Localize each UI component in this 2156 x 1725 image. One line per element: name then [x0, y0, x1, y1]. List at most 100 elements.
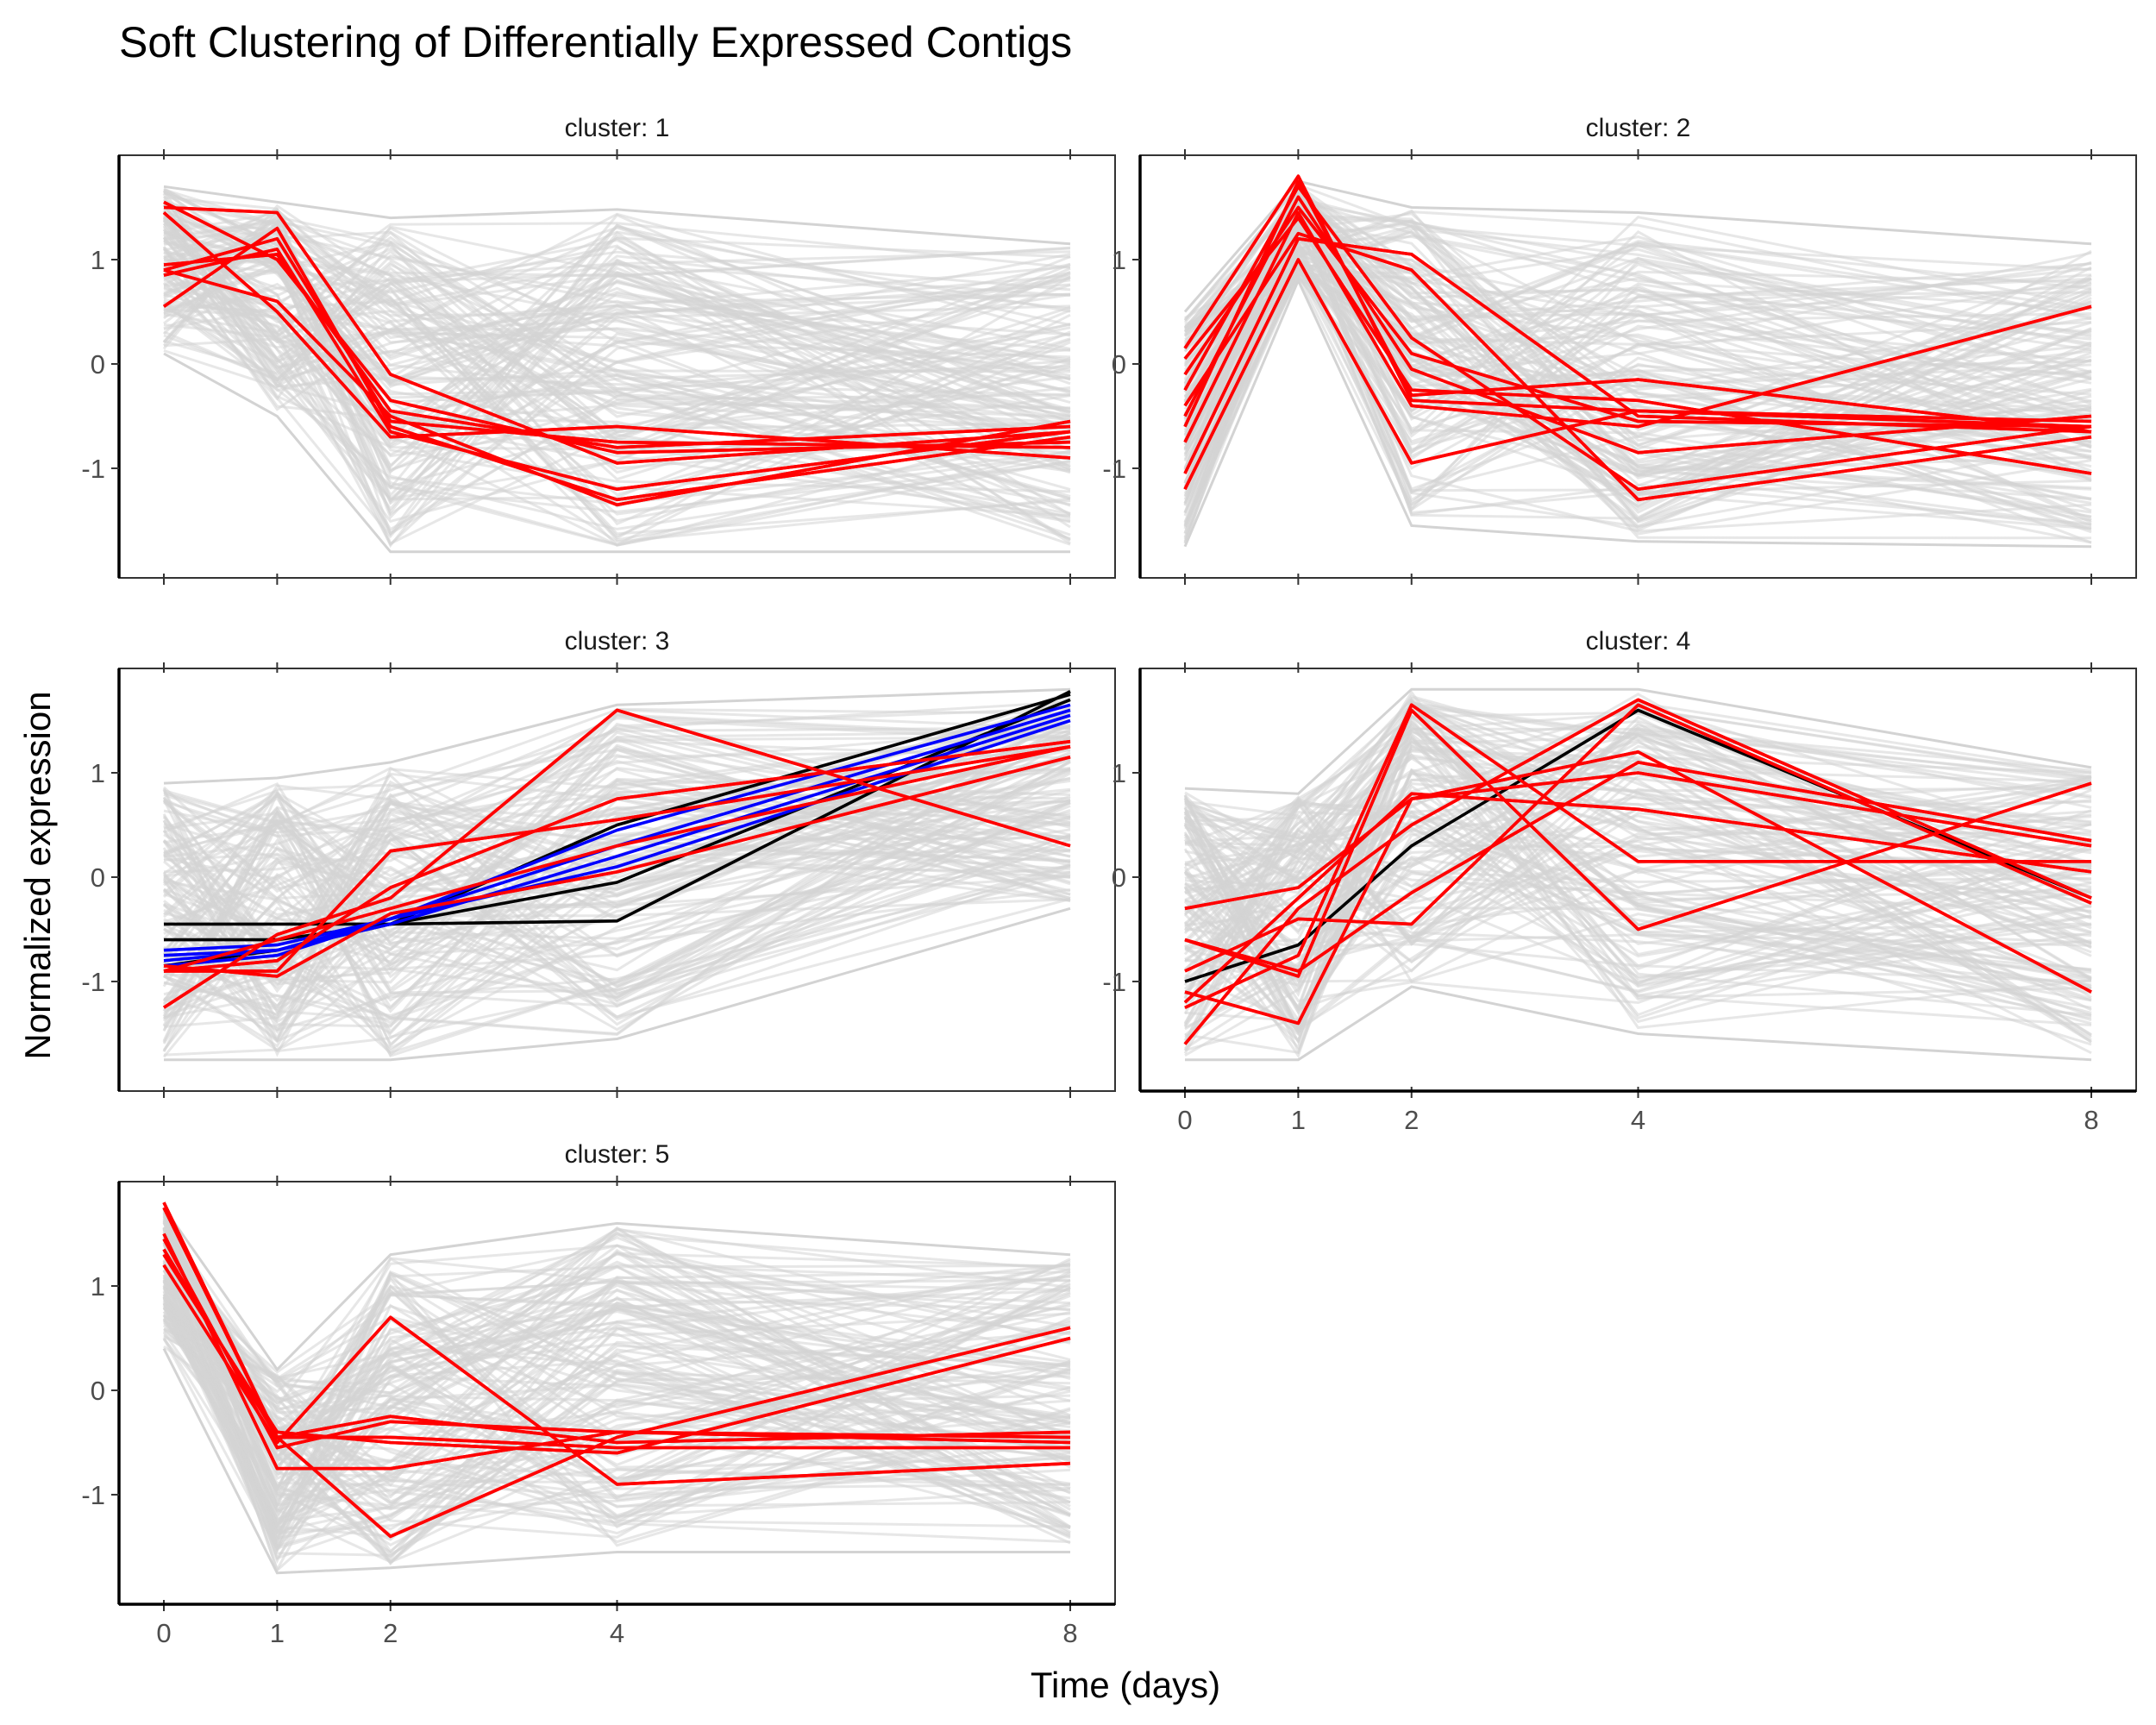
background-lines: [1183, 687, 2092, 1062]
background-series: [1183, 736, 2092, 1010]
red-series-line: [1183, 185, 2092, 492]
red-series-line: [1184, 703, 2091, 1009]
red-series-line: [163, 248, 1071, 492]
red-series-line: [1183, 231, 2092, 502]
background-series: [1184, 749, 2092, 973]
background-series: [163, 789, 1071, 1057]
strip-label: cluster: 1: [565, 114, 670, 142]
background-envelope-lower: [1185, 985, 2092, 1062]
y-tick-label: 0: [1112, 862, 1126, 893]
y-tick-label: 0: [91, 862, 105, 893]
background-series: [1183, 205, 2092, 517]
background-series: [162, 1242, 1071, 1518]
red-series-line: [162, 1264, 1071, 1486]
background-series: [162, 275, 1071, 429]
background-series: [163, 263, 1071, 441]
black-series-line: [1184, 708, 2092, 983]
plot-area: [1183, 174, 2092, 549]
background-series: [163, 712, 1071, 970]
panel-4: cluster: 4 -1 0 1 0 1 2 4 8: [1102, 627, 2137, 1135]
background-series: [163, 222, 1071, 307]
background-series: [162, 760, 1071, 1003]
background-lines: [162, 185, 1071, 554]
background-envelope-lower: [162, 1347, 1070, 1575]
background-envelope-upper: [1184, 687, 2092, 795]
background-series: [1183, 193, 2092, 505]
panel-1: cluster: 1 -1 0 1: [81, 114, 1116, 585]
red-series-line: [1184, 703, 2092, 973]
red-series-line: [1183, 258, 2092, 490]
highlight-lines: [1183, 698, 2092, 1045]
red-series-line: [163, 708, 1071, 1009]
red-series-line: [162, 226, 1071, 502]
background-series: [162, 1244, 1071, 1374]
x-tick-label: 8: [1062, 1618, 1077, 1648]
panel-2: cluster: 2 -1 0 1: [1102, 114, 2137, 585]
background-envelope-lower: [164, 906, 1071, 1062]
red-series-line: [162, 1238, 1071, 1450]
background-series: [1183, 803, 2092, 934]
background-series: [163, 281, 1071, 438]
x-axis-title: Time (days): [1031, 1665, 1220, 1705]
y-tick-label: 1: [1112, 758, 1126, 788]
background-series: [163, 769, 1071, 986]
background-series: [1183, 214, 2092, 491]
background-series: [163, 257, 1071, 546]
plot-area: [162, 1201, 1071, 1575]
plot-area: [1183, 687, 2092, 1062]
background-series: [1183, 264, 2092, 524]
y-tick-label: -1: [1102, 967, 1126, 997]
background-series: [1184, 754, 2092, 970]
background-series: [1183, 699, 2092, 975]
highlight-lines: [163, 689, 1071, 1009]
y-tick-label: 1: [1112, 245, 1126, 275]
red-series-line: [1184, 708, 2092, 978]
red-series-line: [1183, 195, 2092, 455]
y-tick-label: 0: [91, 1376, 105, 1406]
blue-series-line: [163, 713, 1071, 963]
panel-5: cluster: 5 -1 0 1 0 1 2 4 8: [81, 1140, 1116, 1648]
background-series: [163, 204, 1071, 378]
background-series: [163, 203, 1071, 492]
background-series: [1183, 229, 2092, 447]
plot-area: [162, 687, 1071, 1062]
red-series-line: [1183, 236, 2092, 474]
background-lines: [162, 687, 1071, 1062]
highlight-lines: [162, 200, 1071, 507]
x-tick-label: 0: [156, 1618, 171, 1648]
panel-3: cluster: 3 -1 0 1: [81, 627, 1116, 1098]
y-tick-label: -1: [81, 967, 105, 997]
background-envelope-lower: [1183, 277, 2092, 549]
background-series: [163, 188, 1071, 481]
background-series: [1184, 768, 2092, 1024]
red-series-line: [163, 205, 1071, 465]
facet-panels: cluster: 1 -1 0 1 cluster: 2 -1 0 1 cluster: 3 -1…: [81, 114, 2137, 1648]
red-series-line: [162, 1253, 1071, 1455]
highlight-lines: [1183, 174, 2092, 502]
background-series: [163, 713, 1071, 887]
background-envelope-lower: [163, 352, 1070, 554]
background-series: [163, 757, 1071, 1002]
background-series: [162, 195, 1071, 472]
background-series: [163, 235, 1071, 546]
y-tick-label: 1: [91, 245, 105, 275]
red-series-line: [1183, 792, 2092, 1004]
strip-label: cluster: 3: [565, 627, 670, 656]
y-axis-title: Normalized expression: [17, 691, 58, 1059]
background-series: [163, 724, 1071, 1028]
y-tick-label: -1: [1102, 454, 1126, 484]
background-series: [1184, 697, 2092, 1030]
highlight-lines: [162, 1201, 1071, 1539]
background-envelope-upper: [1183, 179, 2092, 313]
red-series-line: [1183, 698, 2092, 1045]
background-series: [1183, 190, 2092, 423]
strip-label: cluster: 4: [1586, 627, 1691, 656]
red-series-line: [1184, 750, 2092, 1026]
background-series: [163, 732, 1071, 1020]
x-tick-label: 4: [1631, 1105, 1645, 1135]
background-envelope-upper: [163, 185, 1071, 246]
background-series: [163, 218, 1071, 549]
red-series-line: [163, 739, 1071, 973]
background-series: [163, 203, 1071, 545]
